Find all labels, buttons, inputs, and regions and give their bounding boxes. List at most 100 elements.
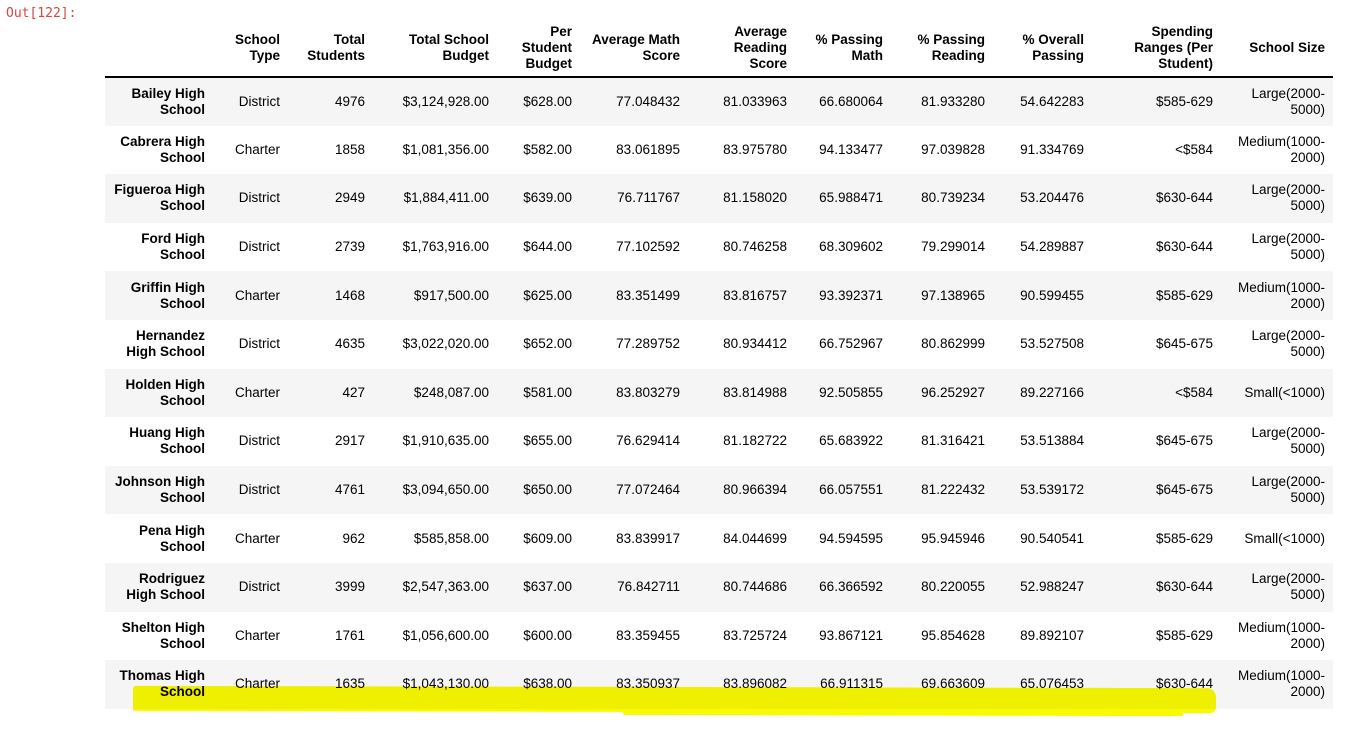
table-body: Bailey High School District 4976 $3,124,928… — [105, 77, 1333, 709]
column-header-average-reading-score: Average Reading Score — [688, 20, 795, 78]
cell-total-school-budget: $2,547,363.00 — [402, 579, 489, 595]
cell-total-students: 4761 — [334, 482, 365, 498]
cell-percent-passing-math: 65.683922 — [819, 433, 883, 449]
cell-average-reading-score: 81.033963 — [723, 93, 787, 109]
cell-school-type: District — [238, 336, 280, 352]
column-header-per-student-budget: Per Student Budget — [497, 20, 580, 78]
cell-percent-overall-passing: 52.988247 — [1020, 579, 1084, 595]
cell-average-reading-score: 83.816757 — [723, 287, 787, 303]
cell-average-math-score: 76.629414 — [616, 433, 680, 449]
cell-per-student-budget: $625.00 — [523, 287, 572, 303]
column-header-percent-overall-passing: % Overall Passing — [993, 20, 1092, 78]
cell-spending-ranges: <$584 — [1175, 384, 1213, 400]
cell-total-students: 4976 — [334, 93, 365, 109]
cell-per-student-budget: $644.00 — [523, 239, 572, 255]
table-row: Figueroa High School District 2949 $1,884,4… — [105, 174, 1333, 223]
cell-percent-passing-reading: 69.663609 — [921, 676, 985, 692]
column-header-percent-passing-reading: % Passing Reading — [891, 20, 993, 78]
table-row-highlighted: Thomas High School Charter 1635 $1,043,130.… — [105, 660, 1333, 709]
cell-average-math-score: 83.351499 — [616, 287, 680, 303]
row-header-school-name: Hernandez High School — [126, 328, 205, 360]
cell-percent-overall-passing: 54.642283 — [1020, 93, 1084, 109]
cell-per-student-budget: $638.00 — [523, 676, 572, 692]
cell-school-size: Large(2000-5000) — [1251, 231, 1325, 263]
cell-percent-passing-reading: 79.299014 — [921, 239, 985, 255]
cell-school-type: Charter — [234, 141, 280, 157]
cell-school-size: Small(<1000) — [1244, 384, 1325, 400]
table-row: Bailey High School District 4976 $3,124,928… — [105, 77, 1333, 126]
column-header-percent-passing-math: % Passing Math — [795, 20, 891, 78]
row-header-school-name: Holden High School — [125, 376, 206, 408]
cell-percent-passing-reading: 81.316421 — [921, 433, 985, 449]
cell-average-reading-score: 80.966394 — [723, 482, 787, 498]
cell-percent-passing-reading: 97.039828 — [921, 141, 985, 157]
cell-average-reading-score: 84.044699 — [723, 530, 787, 546]
cell-total-school-budget: $1,081,356.00 — [402, 141, 489, 157]
cell-percent-overall-passing: 65.076453 — [1020, 676, 1084, 692]
table-row: Huang High School District 2917 $1,910,635.… — [105, 417, 1333, 466]
cell-per-student-budget: $600.00 — [523, 627, 572, 643]
cell-percent-passing-math: 66.911315 — [820, 676, 883, 692]
cell-total-school-budget: $917,500.00 — [413, 287, 489, 303]
cell-average-math-score: 76.842711 — [617, 579, 680, 595]
cell-total-students: 427 — [342, 384, 365, 400]
row-header-school-name: Ford High School — [141, 231, 205, 263]
row-header-school-name: Rodriguez High School — [126, 571, 205, 603]
cell-spending-ranges: $630-644 — [1155, 579, 1213, 595]
cell-percent-overall-passing: 91.334769 — [1020, 141, 1084, 157]
cell-average-reading-score: 81.182722 — [723, 433, 787, 449]
row-header-school-name: Griffin High School — [130, 279, 205, 311]
cell-school-type: District — [238, 579, 280, 595]
index-corner — [105, 20, 213, 78]
column-header-total-school-budget: Total School Budget — [373, 20, 497, 78]
cell-percent-passing-math: 68.309602 — [819, 239, 883, 255]
cell-school-type: Charter — [234, 676, 280, 692]
cell-average-math-score: 76.711767 — [617, 190, 680, 206]
cell-percent-overall-passing: 89.227166 — [1020, 384, 1084, 400]
row-header-school-name: Bailey High School — [131, 85, 205, 117]
cell-percent-overall-passing: 90.599455 — [1020, 287, 1084, 303]
cell-total-students: 1761 — [334, 627, 365, 643]
cell-per-student-budget: $637.00 — [523, 579, 572, 595]
cell-school-size: Large(2000-5000) — [1251, 571, 1325, 603]
cell-percent-overall-passing: 53.204476 — [1020, 190, 1084, 206]
table-row: Griffin High School Charter 1468 $917,500.0… — [105, 271, 1333, 320]
cell-spending-ranges: $645-675 — [1155, 482, 1213, 498]
cell-school-size: Large(2000-5000) — [1251, 182, 1325, 214]
cell-total-students: 2917 — [334, 433, 365, 449]
cell-school-type: District — [238, 93, 280, 109]
cell-average-reading-score: 83.725724 — [723, 627, 787, 643]
cell-school-type: Charter — [234, 384, 280, 400]
cell-school-type: District — [238, 433, 280, 449]
dataframe-output: School Type Total Students Total School Bu… — [105, 20, 1333, 709]
cell-percent-passing-reading: 80.862999 — [921, 336, 985, 352]
cell-average-reading-score: 83.975780 — [723, 141, 787, 157]
cell-spending-ranges: <$584 — [1175, 141, 1213, 157]
cell-school-type: Charter — [234, 287, 280, 303]
cell-average-reading-score: 80.744686 — [723, 579, 787, 595]
cell-percent-overall-passing: 53.539172 — [1020, 482, 1084, 498]
cell-total-school-budget: $3,022,020.00 — [402, 336, 489, 352]
cell-per-student-budget: $581.00 — [523, 384, 572, 400]
cell-school-type: Charter — [234, 627, 280, 643]
cell-percent-passing-reading: 81.933280 — [921, 93, 985, 109]
cell-spending-ranges: $585-629 — [1155, 627, 1213, 643]
cell-total-school-budget: $1,056,600.00 — [402, 627, 489, 643]
cell-average-math-score: 83.061895 — [616, 141, 680, 157]
cell-school-type: District — [238, 239, 280, 255]
header-row: School Type Total Students Total School Bu… — [105, 20, 1333, 78]
table-row: Shelton High School Charter 1761 $1,056,600… — [105, 612, 1333, 661]
cell-total-school-budget: $1,763,916.00 — [402, 239, 489, 255]
cell-school-size: Large(2000-5000) — [1251, 85, 1325, 117]
cell-average-math-score: 83.839917 — [616, 530, 680, 546]
cell-spending-ranges: $585-629 — [1155, 93, 1213, 109]
cell-school-size: Medium(1000-2000) — [1237, 668, 1325, 700]
cell-percent-passing-math: 66.057551 — [819, 482, 883, 498]
column-header-school-size: School Size — [1221, 20, 1333, 78]
row-header-school-name: Shelton High School — [121, 619, 205, 651]
cell-percent-overall-passing: 54.289887 — [1020, 239, 1084, 255]
cell-per-student-budget: $650.00 — [523, 482, 572, 498]
cell-per-student-budget: $582.00 — [523, 141, 572, 157]
cell-total-school-budget: $585,858.00 — [413, 530, 489, 546]
table-row: Rodriguez High School District 3999 $2,547,… — [105, 562, 1333, 612]
